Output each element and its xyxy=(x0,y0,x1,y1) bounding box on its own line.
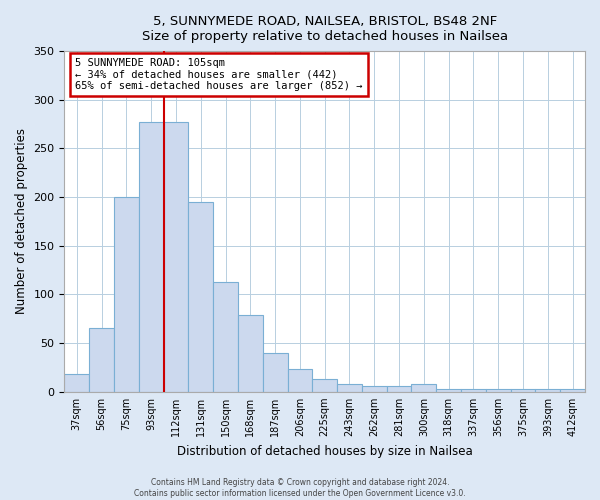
Bar xyxy=(560,389,585,392)
Bar xyxy=(486,389,511,392)
Bar xyxy=(238,315,263,392)
Bar xyxy=(362,386,386,392)
Y-axis label: Number of detached properties: Number of detached properties xyxy=(15,128,28,314)
Bar xyxy=(511,389,535,392)
Bar xyxy=(535,389,560,392)
Text: Contains HM Land Registry data © Crown copyright and database right 2024.
Contai: Contains HM Land Registry data © Crown c… xyxy=(134,478,466,498)
Bar xyxy=(213,282,238,392)
Bar xyxy=(287,370,313,392)
Bar xyxy=(412,384,436,392)
Bar xyxy=(337,384,362,392)
Title: 5, SUNNYMEDE ROAD, NAILSEA, BRISTOL, BS48 2NF
Size of property relative to detac: 5, SUNNYMEDE ROAD, NAILSEA, BRISTOL, BS4… xyxy=(142,15,508,43)
Bar xyxy=(263,353,287,392)
Bar xyxy=(386,386,412,392)
Bar xyxy=(114,197,139,392)
Bar xyxy=(64,374,89,392)
Bar xyxy=(461,389,486,392)
Bar xyxy=(164,122,188,392)
Bar xyxy=(313,379,337,392)
Text: 5 SUNNYMEDE ROAD: 105sqm
← 34% of detached houses are smaller (442)
65% of semi-: 5 SUNNYMEDE ROAD: 105sqm ← 34% of detach… xyxy=(75,58,362,91)
Bar xyxy=(89,328,114,392)
Bar xyxy=(436,389,461,392)
Bar xyxy=(188,202,213,392)
Bar xyxy=(139,122,164,392)
X-axis label: Distribution of detached houses by size in Nailsea: Distribution of detached houses by size … xyxy=(177,444,473,458)
